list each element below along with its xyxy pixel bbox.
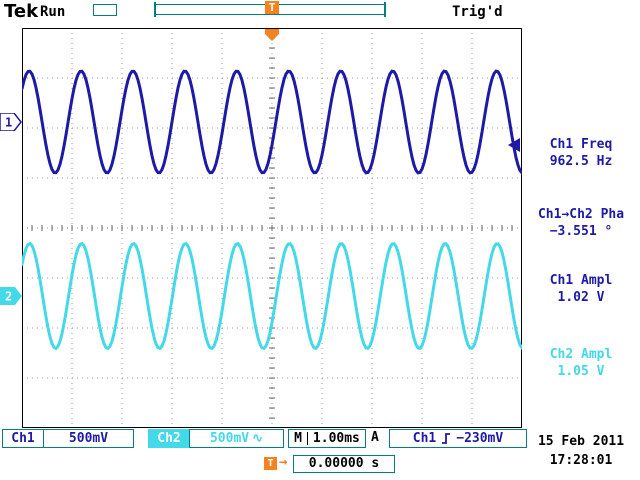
measurement-ch2-ampl: Ch2 Ampl 1.05 V bbox=[524, 346, 638, 380]
ch2-scale-value: 500mV bbox=[209, 431, 250, 446]
timebase-divider bbox=[306, 432, 308, 445]
measurement-label: Ch2 Ampl bbox=[549, 347, 613, 362]
time-display: 17:28:01 bbox=[549, 453, 613, 468]
channel1-marker-label: 1 bbox=[5, 116, 12, 130]
measurement-value: −3.551 ° bbox=[549, 224, 613, 239]
channel2-marker: 2 bbox=[0, 287, 22, 305]
ch2-label-readout: Ch2 bbox=[148, 429, 190, 448]
trigger-time-arrow-icon: → bbox=[279, 454, 288, 470]
record-bar-left-tick-icon bbox=[154, 2, 156, 17]
record-bar-right-tick-icon bbox=[384, 2, 386, 17]
graticule-and-waveforms bbox=[22, 28, 522, 428]
measurement-label: Ch1 Ampl bbox=[549, 273, 613, 288]
trigger-status: Trig'd bbox=[452, 4, 503, 20]
timebase-readout: M 1.00ms bbox=[288, 429, 366, 448]
measurement-value: 1.02 V bbox=[557, 290, 605, 305]
date-display: 15 Feb 2011 bbox=[537, 434, 625, 449]
trigger-level: −230mV bbox=[456, 431, 504, 446]
channel2-marker-label: 2 bbox=[5, 290, 12, 304]
datetime-display: 15 Feb 2011 17:28:01 bbox=[524, 432, 638, 470]
timebase-value: 1.00ms bbox=[312, 431, 360, 446]
ch1-scale-readout: 500mV bbox=[43, 429, 134, 448]
timebase-prefix: M bbox=[294, 431, 302, 446]
trigger-source-readout: Ch1 −230mV bbox=[389, 429, 527, 448]
ch1-label-readout: Ch1 bbox=[2, 429, 44, 448]
trigger-time-value: 0.00000 s bbox=[293, 455, 395, 473]
trigger-time-t-icon: T bbox=[264, 457, 277, 470]
acquisition-status: Run bbox=[40, 4, 66, 20]
measurement-value: 962.5 Hz bbox=[549, 154, 613, 169]
acquisition-window-box-icon bbox=[93, 4, 117, 16]
tek-logo: Tek bbox=[4, 1, 39, 22]
measurement-ch1-freq: Ch1 Freq 962.5 Hz bbox=[524, 136, 638, 170]
rising-slope-icon bbox=[442, 433, 451, 444]
measurement-label: Ch1 Freq bbox=[549, 137, 613, 152]
trigger-position-t-icon: T bbox=[265, 1, 279, 14]
trigger-mode-readout: A bbox=[371, 430, 379, 445]
measurement-label: Ch1→Ch2 Pha bbox=[537, 207, 625, 222]
measurement-value: 1.05 V bbox=[557, 364, 605, 379]
ac-coupling-icon: ∿ bbox=[252, 431, 264, 446]
ch2-scale-readout: 500mV ∿ bbox=[189, 429, 284, 448]
measurement-ch1-ch2-phase: Ch1→Ch2 Pha −3.551 ° bbox=[524, 206, 638, 240]
channel1-marker: 1 bbox=[0, 113, 22, 131]
measurement-ch1-ampl: Ch1 Ampl 1.02 V bbox=[524, 272, 638, 306]
trigger-source: Ch1 bbox=[412, 431, 437, 446]
